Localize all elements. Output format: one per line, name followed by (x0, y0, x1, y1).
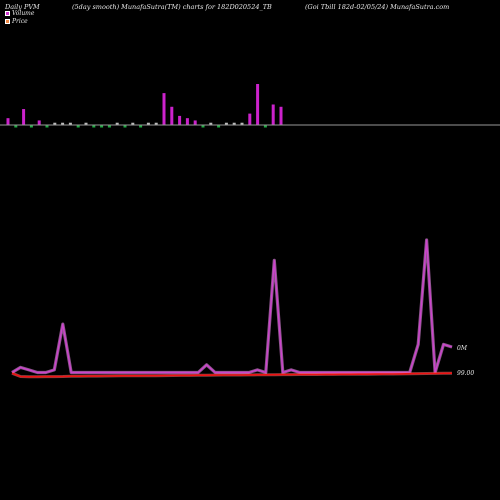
volume-bar (45, 125, 49, 128)
legend-price-swatch (5, 19, 10, 24)
volume-bar (14, 125, 18, 128)
instrument-label: (Goi Tbill 182d-02/05/24) MunafaSutra.co… (305, 3, 450, 11)
chart-title: (5day smooth) MunafaSutra(TM) charts for… (72, 3, 272, 11)
volume-bar (248, 113, 252, 125)
volume-bar (146, 122, 150, 125)
volume-bar (123, 125, 127, 128)
volume-bar (154, 122, 158, 125)
volume-bar (84, 122, 88, 125)
pvm-line-glow (11, 238, 453, 375)
volume-bar (170, 106, 174, 125)
volume-bar (201, 125, 205, 128)
pvm-axis-label: 0M (457, 345, 468, 352)
volume-bar (232, 122, 236, 125)
price-series (11, 371, 453, 379)
legend-price: Price (5, 18, 28, 25)
volume-bar (53, 122, 57, 125)
volume-bar (92, 125, 96, 128)
volume-bar (29, 125, 33, 128)
volume-bar (107, 125, 111, 128)
legend-volume: Volume (5, 10, 34, 17)
price-line (11, 372, 453, 378)
volume-bar (271, 104, 275, 125)
volume-bar (139, 125, 143, 128)
volume-bar (193, 120, 197, 125)
legend-price-label: Price (12, 18, 28, 25)
pvm-series (11, 238, 453, 375)
volume-bar (256, 84, 260, 125)
pvm-line (11, 239, 453, 374)
volume-bar (37, 120, 41, 125)
volume-bar (185, 118, 189, 125)
volume-bar (61, 122, 65, 125)
volume-bar (131, 122, 135, 125)
volume-bar (209, 122, 213, 125)
volume-bars (6, 84, 283, 128)
volume-bar (217, 125, 221, 128)
volume-bar (68, 122, 72, 125)
price-axis-label: 99.00 (457, 370, 474, 377)
volume-bar (224, 122, 228, 125)
legend-volume-swatch (5, 11, 10, 16)
volume-bar (100, 125, 104, 128)
volume-bar (115, 122, 119, 125)
volume-bar (6, 118, 10, 125)
legend-volume-label: Volume (12, 10, 35, 17)
volume-bar (240, 122, 244, 125)
chart-type-label: Daily PVM (5, 3, 40, 11)
volume-bar (22, 109, 26, 125)
volume-bar (279, 106, 283, 125)
volume-bar (263, 125, 267, 128)
volume-bar (178, 115, 182, 125)
volume-bar (162, 93, 166, 125)
volume-bar (76, 125, 80, 128)
